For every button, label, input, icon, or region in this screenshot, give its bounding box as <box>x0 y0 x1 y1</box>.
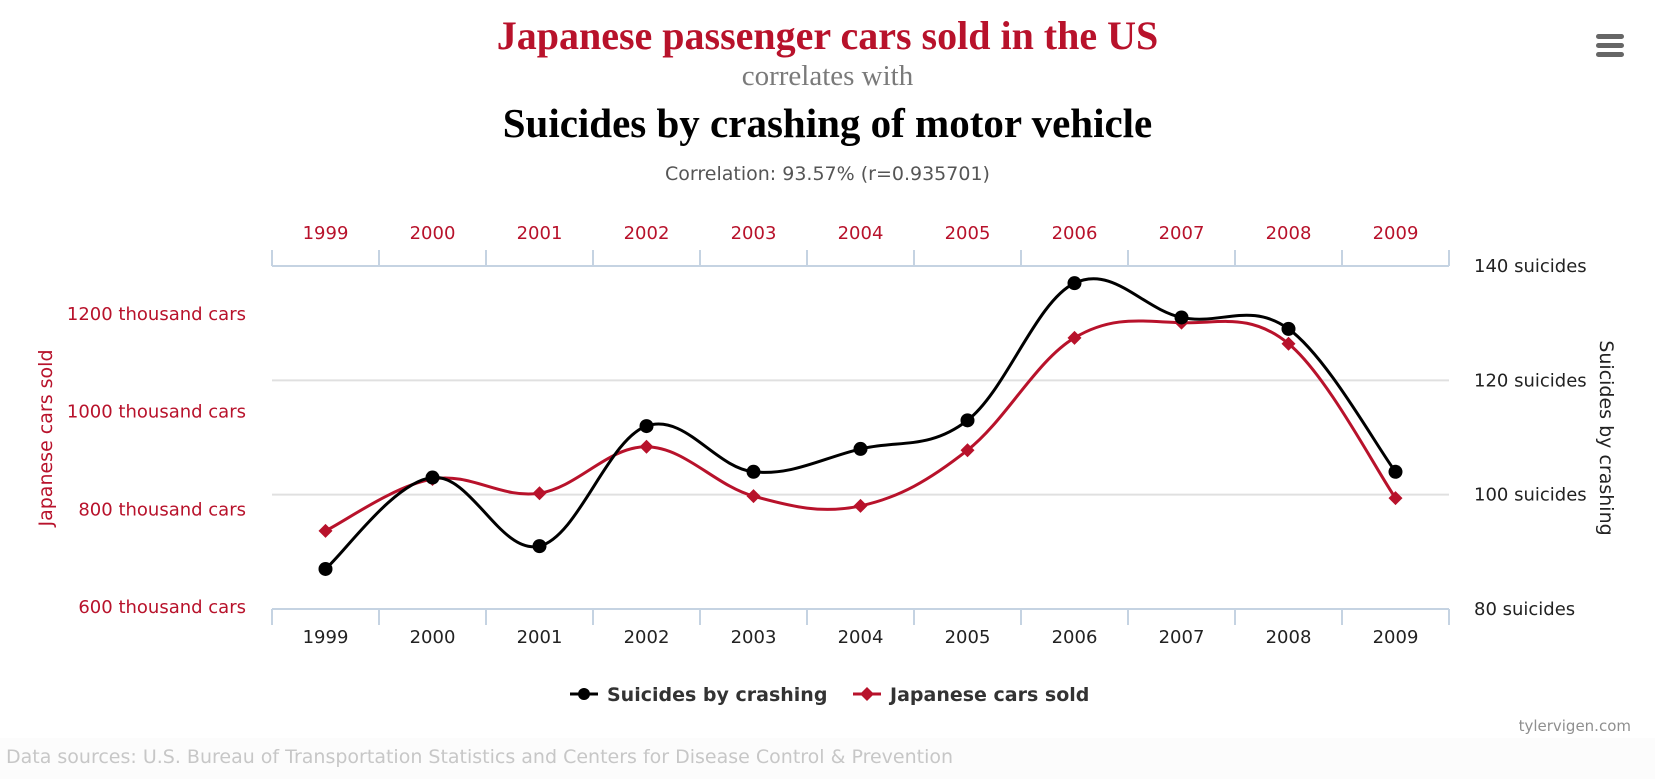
cars-sold-point-2009 <box>1388 491 1403 506</box>
bottom-x-tick-label: 2001 <box>517 627 563 648</box>
legend-item-suicides[interactable]: Suicides by crashing <box>570 684 827 706</box>
bottom-x-tick-label: 2002 <box>624 627 670 648</box>
cars-sold-point-2003 <box>746 489 761 504</box>
right-y-tick-label: 100 suicides <box>1474 485 1587 506</box>
left-y-tick-label: 600 thousand cars <box>78 597 246 618</box>
suicides-point-2000 <box>425 470 440 485</box>
top-x-tick-label: 2005 <box>945 223 991 244</box>
top-x-tick-label: 2009 <box>1373 223 1419 244</box>
series-layer <box>318 276 1403 576</box>
top-x-tick-label: 2006 <box>1052 223 1098 244</box>
cars-sold-point-2006 <box>1067 330 1082 345</box>
bottom-x-tick-label: 2007 <box>1159 627 1205 648</box>
suicides-point-2007 <box>1174 310 1189 325</box>
right-y-tick-label: 80 suicides <box>1474 599 1575 620</box>
left-y-tick-label: 800 thousand cars <box>78 499 246 520</box>
suicides-point-2009 <box>1388 464 1403 479</box>
legend: Suicides by crashing Japanese cars sold <box>570 684 1089 706</box>
top-x-tick-label: 2007 <box>1159 223 1205 244</box>
bottom-x-tick-label: 2003 <box>731 627 777 648</box>
data-sources-note: Data sources: U.S. Bureau of Transportat… <box>6 746 954 768</box>
bottom-x-tick-label: 2004 <box>838 627 884 648</box>
right-y-tick-label: 120 suicides <box>1474 370 1587 391</box>
left-y-axis-title: Japanese cars sold <box>35 349 57 527</box>
top-x-tick-label: 1999 <box>303 223 349 244</box>
correlation-subtitle: Correlation: 93.57% (r=0.935701) <box>665 163 990 185</box>
suicides-point-2005 <box>960 413 975 428</box>
left-y-tick-label: 1200 thousand cars <box>67 304 246 325</box>
menu-bar <box>1596 52 1624 57</box>
suicides-point-2003 <box>746 464 761 479</box>
suicides-point-2006 <box>1067 276 1082 291</box>
cars-sold-point-2002 <box>639 439 654 454</box>
hamburger-menu-icon[interactable] <box>1594 32 1626 60</box>
axis-layer: 1999 2000 2001 2002 2003 2004 2005 2006 2007 2008… <box>35 223 1617 648</box>
chart-title-secondary: Suicides by crashing of motor vehicle <box>502 100 1153 146</box>
cars-sold-point-2004 <box>853 498 868 513</box>
legend-item-cars[interactable]: Japanese cars sold <box>853 684 1089 706</box>
right-y-axis-title: Suicides by crashing <box>1595 340 1617 535</box>
suicides-point-2008 <box>1281 321 1296 336</box>
menu-bar <box>1596 43 1624 48</box>
bottom-x-tick-label: 2000 <box>410 627 456 648</box>
cars-sold-point-2001 <box>532 486 547 501</box>
legend-label-suicides: Suicides by crashing <box>607 684 827 706</box>
footer-background <box>0 738 1655 779</box>
bottom-x-tick-label: 2008 <box>1266 627 1312 648</box>
suicides-point-1999 <box>318 561 333 576</box>
bottom-x-tick-label: 2005 <box>945 627 991 648</box>
chart-title-primary: Japanese passenger cars sold in the US <box>496 13 1159 58</box>
legend-diamond-marker-icon <box>860 687 874 701</box>
cars-sold-point-1999 <box>318 523 333 538</box>
top-x-tick-label: 2002 <box>624 223 670 244</box>
left-y-tick-label: 1000 thousand cars <box>67 402 246 423</box>
credit-link[interactable]: tylervigen.com <box>1518 717 1631 735</box>
cars-sold-point-2005 <box>960 443 975 458</box>
chart-title-connector: correlates with <box>741 60 914 92</box>
legend-label-cars: Japanese cars sold <box>888 684 1089 706</box>
suicides-point-2004 <box>853 441 868 456</box>
menu-bar <box>1596 34 1624 39</box>
top-x-tick-label: 2003 <box>731 223 777 244</box>
top-x-tick-label: 2008 <box>1266 223 1312 244</box>
bottom-x-tick-label: 2006 <box>1052 627 1098 648</box>
right-y-tick-label: 140 suicides <box>1474 256 1587 277</box>
bottom-x-tick-label: 1999 <box>303 627 349 648</box>
top-x-tick-label: 2001 <box>517 223 563 244</box>
top-x-tick-label: 2004 <box>838 223 884 244</box>
cars-sold-point-2008 <box>1281 336 1296 351</box>
suicides-point-2002 <box>639 419 654 434</box>
bottom-x-tick-label: 2009 <box>1373 627 1419 648</box>
legend-circle-marker-icon <box>578 688 590 700</box>
top-x-tick-label: 2000 <box>410 223 456 244</box>
suicides-point-2001 <box>532 539 547 554</box>
